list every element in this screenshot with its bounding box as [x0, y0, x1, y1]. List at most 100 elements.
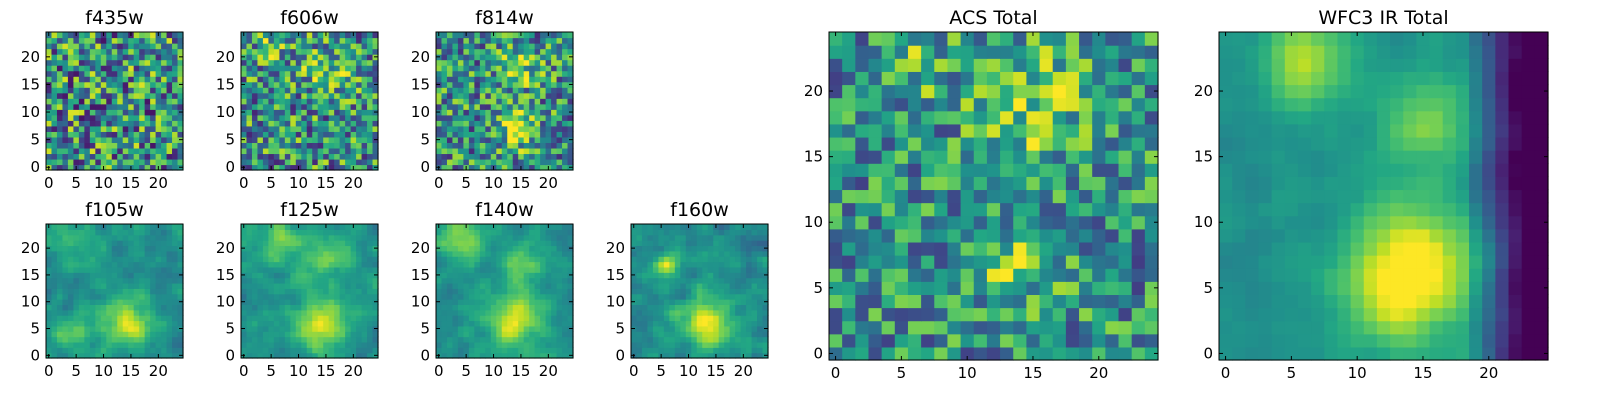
heatmap-cell [1079, 202, 1093, 217]
heatmap-cell [735, 261, 742, 268]
heatmap-cell [446, 224, 454, 230]
heatmap-cell [122, 65, 129, 72]
heatmap-cell [501, 87, 508, 94]
heatmap-cell [56, 240, 64, 247]
heatmap-cell [921, 294, 935, 309]
heatmap-cell [669, 250, 676, 257]
heatmap-cell [452, 229, 459, 236]
heatmap-cell [295, 229, 302, 236]
heatmap-cell [89, 81, 96, 88]
heatmap-cell [496, 336, 503, 343]
heatmap-cell [735, 288, 742, 295]
heatmap-cell [545, 240, 552, 247]
heatmap-cell [441, 277, 448, 284]
heatmap-cell [73, 293, 80, 300]
heatmap-cell [262, 92, 269, 99]
heatmap-cell [177, 147, 184, 155]
heatmap-cell [746, 336, 753, 343]
heatmap-cell [921, 150, 935, 164]
heatmap-cell [62, 272, 69, 279]
heatmap-cell [729, 299, 736, 305]
heatmap-cell [907, 268, 922, 282]
heatmap-cell [468, 347, 475, 354]
heatmap-cell [551, 120, 558, 127]
heatmap-cell [241, 234, 248, 241]
heatmap-cell [669, 320, 676, 327]
heatmap-cell [301, 336, 308, 343]
heatmap-cell [279, 43, 286, 50]
heatmap-cell [273, 147, 280, 155]
heatmap-cell [306, 76, 313, 83]
heatmap-cell [279, 282, 286, 289]
heatmap-cell [62, 277, 69, 284]
heatmap-cell [301, 48, 308, 55]
heatmap-cell [691, 282, 698, 289]
heatmap-cell [166, 120, 173, 127]
heatmap-cell [117, 114, 124, 121]
heatmap-cell [312, 250, 319, 257]
heatmap-cell [301, 158, 308, 166]
heatmap-cell [829, 268, 843, 282]
heatmap-cell [540, 142, 547, 149]
heatmap-cell [762, 309, 769, 316]
heatmap-cell [150, 92, 157, 99]
heatmap-cell [246, 288, 253, 295]
heatmap-cell [51, 48, 58, 55]
heatmap-cell [746, 277, 753, 284]
heatmap-cell [746, 256, 753, 263]
heatmap-cell [669, 352, 676, 359]
heatmap-cell [334, 282, 341, 289]
heatmap-cell [1000, 281, 1014, 295]
x-tick-label: 5 [266, 362, 276, 380]
heatmap-cell [328, 229, 335, 236]
heatmap-cell [177, 347, 184, 354]
heatmap-cell [95, 229, 102, 236]
heatmap-cell [117, 331, 124, 338]
heatmap-cell [246, 164, 253, 171]
heatmap-cell [540, 70, 547, 77]
heatmap-cell [144, 256, 151, 263]
heatmap-cell [436, 282, 443, 289]
heatmap-cell [907, 228, 922, 243]
heatmap-cell [490, 103, 497, 110]
heatmap-cell [273, 114, 280, 121]
heatmap-cell [128, 325, 135, 332]
heatmap-cell [529, 109, 536, 116]
heatmap-cell [485, 87, 492, 94]
heatmap-cell [746, 347, 753, 354]
heatmap-cell [562, 234, 569, 241]
heatmap-cell [144, 103, 151, 110]
heatmap-cell [1013, 176, 1027, 191]
heatmap-cell [133, 114, 140, 121]
heatmap-cell [150, 164, 157, 171]
heatmap-cell [652, 229, 659, 236]
heatmap-cell [562, 336, 569, 343]
heatmap-cell [166, 250, 173, 257]
heatmap-cell [735, 229, 742, 236]
heatmap-cell [95, 347, 102, 354]
heatmap-cell [691, 299, 698, 305]
heatmap-cell [372, 304, 379, 311]
heatmap-cell [881, 189, 896, 204]
heatmap-cell [842, 346, 856, 361]
heatmap-cell [128, 261, 135, 268]
heatmap-cell [122, 261, 129, 268]
heatmap-cell [273, 277, 280, 284]
heatmap-cell [350, 266, 357, 273]
heatmap-cell [323, 54, 330, 61]
heatmap-cell [501, 125, 508, 132]
heatmap-cell [56, 320, 64, 327]
heatmap-cell [518, 250, 525, 257]
heatmap-cell [567, 336, 574, 343]
heatmap-cell [881, 215, 896, 230]
heatmap-cell [934, 255, 949, 269]
heatmap-cell [1026, 307, 1041, 322]
heatmap-cell [529, 250, 536, 257]
heatmap-cell [262, 109, 269, 116]
heatmap-cell [312, 87, 319, 94]
heatmap-cell [479, 336, 486, 343]
heatmap-cell [631, 341, 638, 348]
heatmap-cell [1118, 346, 1133, 361]
heatmap-cell [718, 299, 725, 305]
heatmap-cell [757, 261, 764, 268]
